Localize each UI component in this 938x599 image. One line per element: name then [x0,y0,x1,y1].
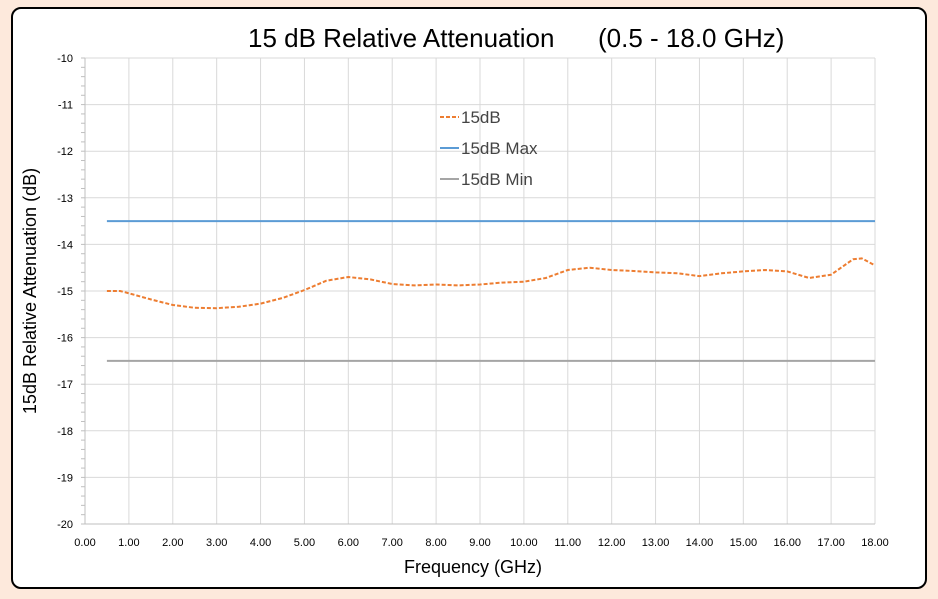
legend-label: 15dB Max [461,139,538,158]
y-tick-label: -11 [58,100,73,112]
x-tick-label: 13.00 [642,537,670,549]
legend: 15dB 15dB Max 15dB Min [440,108,538,189]
axes [81,57,875,525]
x-tick-label: 18.00 [861,537,889,549]
x-tick-label: 16.00 [773,537,801,549]
series-line-1 [106,257,876,310]
x-tick-label: 9.00 [469,537,490,549]
y-tick-labels: -10 -11 -12 -13 -14 -15 -16 -17 -18 -19 -20 [57,53,73,531]
legend-label: 15dB [461,108,501,127]
x-tick-label: 12.00 [598,537,626,549]
chart-frame [11,7,927,589]
x-axis-title: Frequency (GHz) [404,557,542,577]
y-tick-label: -15 [57,286,73,298]
x-tick-label: 15.00 [730,537,758,549]
y-tick-label: -19 [57,472,73,484]
chart-title-group: 15 dB Relative Attenuation (0.5 - 18.0 G… [248,23,784,53]
x-tick-label: 1.00 [118,537,139,549]
grid [84,57,876,525]
y-tick-label: -10 [57,53,73,65]
x-tick-label: 7.00 [382,537,403,549]
x-tick-label: 8.00 [425,537,446,549]
x-tick-label: 10.00 [510,537,538,549]
x-tick-label: 3.00 [206,537,227,549]
x-tick-label: 2.00 [162,537,183,549]
y-axis-title: 15dB Relative Attenuation (dB) [20,168,40,414]
x-tick-label: 17.00 [817,537,845,549]
x-tick-label: 11.00 [554,537,581,549]
legend-label: 15dB Min [461,170,533,189]
x-tick-label: 14.00 [686,537,714,549]
y-tick-label: -18 [57,426,73,438]
series-lines [106,220,876,362]
x-tick-label: 4.00 [250,537,271,549]
x-tick-labels: 0.00 1.00 2.00 3.00 4.00 5.00 6.00 7.00 8.00 9.00… [74,537,888,549]
x-tick-label: 0.00 [74,537,95,549]
y-tick-label: -17 [57,379,73,391]
y-tick-label: -12 [57,146,73,158]
x-tick-label: 6.00 [338,537,359,549]
chart-title: 15 dB Relative Attenuation [248,23,554,53]
chart-title-range: (0.5 - 18.0 GHz) [598,23,784,53]
y-tick-label: -16 [57,333,73,345]
y-tick-label: -13 [57,193,73,205]
y-tick-label: -14 [57,239,73,251]
x-tick-label: 5.00 [294,537,315,549]
y-tick-label: -20 [57,519,73,531]
